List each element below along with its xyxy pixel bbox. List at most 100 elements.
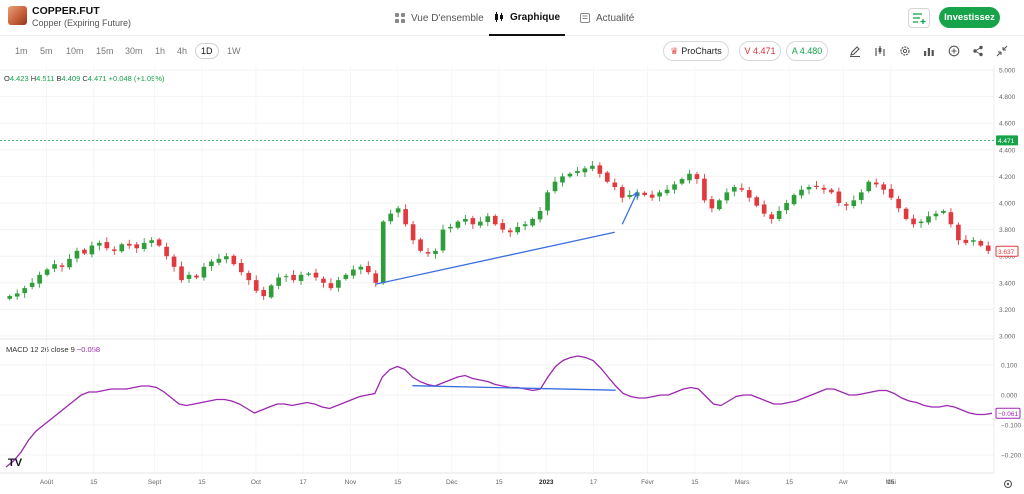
candle-body bbox=[126, 243, 132, 246]
tab-news[interactable]: Actualité bbox=[580, 0, 634, 36]
tab-overview-label: Vue D'ensemble bbox=[411, 12, 484, 24]
candle-body bbox=[298, 274, 304, 281]
settings-icon[interactable] bbox=[899, 45, 911, 57]
macd-line bbox=[5, 355, 993, 468]
crown-icon: ♛ bbox=[670, 45, 679, 56]
high-value: 4.511 bbox=[36, 74, 55, 83]
candle-body bbox=[179, 266, 184, 281]
candle-body bbox=[530, 218, 535, 226]
candle-body bbox=[336, 280, 341, 288]
timeframe-15m[interactable]: 15m bbox=[96, 46, 114, 56]
add-icon[interactable] bbox=[948, 45, 960, 57]
candle-body bbox=[14, 293, 20, 297]
candle-body bbox=[186, 274, 192, 279]
candles-icon bbox=[495, 12, 503, 22]
candle-body bbox=[814, 185, 819, 188]
candle-body bbox=[754, 197, 760, 206]
timeframe-1h[interactable]: 1h bbox=[155, 46, 166, 56]
candle-body bbox=[590, 165, 595, 169]
tab-overview[interactable]: Vue D'ensemble bbox=[395, 0, 484, 36]
macd-last-badge bbox=[995, 407, 1021, 419]
news-icon bbox=[580, 13, 590, 23]
time-tick-label: 15 bbox=[198, 479, 206, 486]
candle-body bbox=[806, 187, 812, 190]
candle-body bbox=[709, 199, 715, 209]
candle-body bbox=[649, 194, 655, 198]
close-value: 4.471 bbox=[87, 74, 107, 83]
candle-body bbox=[821, 187, 827, 190]
share-icon[interactable] bbox=[972, 45, 984, 57]
sell-button[interactable]: V 4.471 bbox=[739, 41, 781, 61]
candle-body bbox=[29, 282, 35, 287]
candles bbox=[7, 160, 991, 301]
time-tick-label: Oct bbox=[251, 479, 261, 486]
candle-body bbox=[485, 216, 491, 223]
settings-gear-icon bbox=[1003, 479, 1013, 489]
time-tick-label: 15 bbox=[691, 479, 699, 486]
candle-body bbox=[52, 264, 57, 269]
candle-body bbox=[687, 173, 692, 181]
candle-body bbox=[799, 189, 804, 196]
candle-body bbox=[410, 224, 416, 241]
candle-body bbox=[844, 204, 849, 206]
candle-body bbox=[971, 240, 976, 242]
price-tick-label: 4.800 bbox=[999, 94, 1016, 101]
candle-body bbox=[545, 192, 550, 211]
macd-trendline bbox=[412, 385, 616, 391]
pencil-icon[interactable] bbox=[849, 45, 861, 57]
candle-body bbox=[694, 174, 700, 180]
timeframe-1w[interactable]: 1W bbox=[227, 46, 241, 56]
candle-body bbox=[746, 190, 752, 198]
candle-body bbox=[22, 288, 27, 294]
indicators-icon[interactable] bbox=[874, 45, 886, 57]
time-tick-label: Août bbox=[40, 479, 54, 486]
invest-button[interactable]: Investissez bbox=[939, 7, 1000, 28]
last-price-label: 3.637 bbox=[998, 249, 1015, 256]
timeframe-1m[interactable]: 1m bbox=[15, 46, 28, 56]
candle-body bbox=[657, 192, 662, 197]
high-label: H bbox=[30, 74, 37, 83]
candle-body bbox=[537, 210, 543, 220]
bar-chart-icon[interactable] bbox=[923, 45, 935, 57]
candle-body bbox=[492, 215, 498, 225]
candle-body bbox=[238, 262, 244, 273]
timeframe-4h[interactable]: 4h bbox=[177, 46, 188, 56]
candle-body bbox=[268, 285, 274, 298]
tab-chart[interactable]: Graphique bbox=[489, 0, 566, 36]
candle-body bbox=[141, 242, 147, 250]
time-tick-label: Mars bbox=[735, 479, 750, 486]
candle-body bbox=[926, 216, 931, 223]
candle-body bbox=[948, 212, 954, 225]
timeframe-10m[interactable]: 10m bbox=[66, 46, 84, 56]
candle-body bbox=[119, 244, 125, 252]
candle-body bbox=[448, 226, 453, 229]
procharts-button[interactable]: ♛ ProCharts bbox=[663, 41, 729, 61]
collapse-icon[interactable] bbox=[996, 45, 1008, 57]
buy-button[interactable]: A 4.480 bbox=[786, 41, 828, 61]
candle-body bbox=[194, 275, 199, 278]
watchlist-button[interactable] bbox=[908, 8, 930, 28]
watchlist-add-icon bbox=[913, 13, 926, 24]
candle-body bbox=[866, 181, 872, 192]
timeframe-1d[interactable]: 1D bbox=[195, 43, 219, 59]
timeframe-5m[interactable]: 5m bbox=[40, 46, 53, 56]
annotations bbox=[375, 191, 639, 391]
candle-body bbox=[634, 192, 640, 197]
time-axis: Août 15 Sept 15 Oct 17 Nov 15 Déc 15 2023 17 Févr 15 M… bbox=[40, 479, 896, 486]
candle-body bbox=[470, 218, 476, 225]
price-tick-label: 3.200 bbox=[999, 307, 1016, 314]
macd-tick-label: 0.100 bbox=[1001, 363, 1018, 370]
candle-body bbox=[702, 178, 707, 201]
time-tick-label: 17 bbox=[590, 479, 598, 486]
candle-body bbox=[171, 256, 177, 267]
candle-body bbox=[433, 250, 438, 254]
candle-body bbox=[515, 226, 520, 233]
candle-body bbox=[164, 246, 169, 257]
tradingview-logo: TV bbox=[8, 457, 23, 469]
candle-body bbox=[246, 272, 252, 281]
macd-tick-label: −0.200 bbox=[1001, 453, 1021, 460]
candle-body bbox=[328, 283, 334, 289]
candle-body bbox=[156, 239, 162, 246]
timeframe-30m[interactable]: 30m bbox=[125, 46, 143, 56]
low-label: B bbox=[56, 74, 62, 83]
